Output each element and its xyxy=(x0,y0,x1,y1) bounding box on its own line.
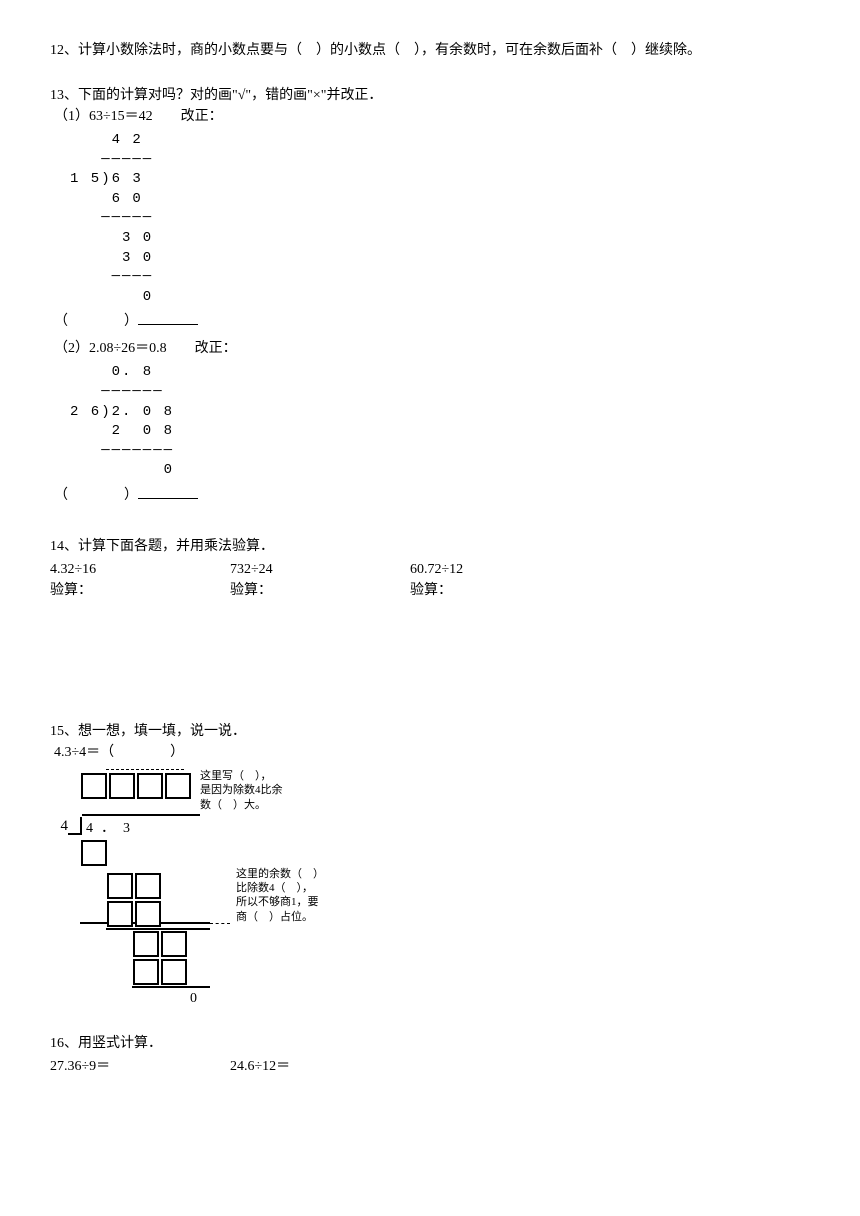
q12-num: 12、 xyxy=(50,43,78,58)
q15-expr: 4.3÷4＝（ ） xyxy=(54,742,810,763)
q14-intro: 计算下面各题，并用乘法验算． xyxy=(78,539,274,554)
q15-anno2: 这里的余数（ ） 比除数4（ ）， 所以不够商1，要 商（ ）占位。 xyxy=(236,867,324,924)
q15-d1: 4 xyxy=(86,818,93,839)
question-14: 14、计算下面各题，并用乘法验算． 4.32÷16 732÷24 60.72÷1… xyxy=(50,536,810,601)
q13-p2-blank[interactable] xyxy=(138,498,198,499)
question-15: 15、想一想，填一填，说一说． 4.3÷4＝（ ） 这里写（ ）， 是因为除数4… xyxy=(50,721,810,1009)
q14-num: 14、 xyxy=(50,539,78,554)
q13-p2-label: （2）2.08÷26＝0.8 改正： xyxy=(54,338,810,359)
q15-num: 15、 xyxy=(50,724,78,739)
q13-p2-division: 0. 8 ────── 2 6)2. 0 8 2 0 8 ─────── 0 xyxy=(70,363,810,481)
q15-dot: ． xyxy=(101,818,115,839)
q14-col3: 60.72÷12 xyxy=(410,559,530,580)
q15-d2: 3 xyxy=(123,818,130,839)
q14-v3: 验算： xyxy=(410,580,530,601)
q14-col1: 4.32÷16 xyxy=(50,559,170,580)
q14-v1: 验算： xyxy=(50,580,170,601)
q14-v2: 验算： xyxy=(230,580,350,601)
q13-num: 13、 xyxy=(50,88,78,103)
q15-zero: 0 xyxy=(190,988,197,1009)
q16-col2: 24.6÷12＝ xyxy=(230,1056,350,1077)
q15-divisor: 4 xyxy=(50,815,68,838)
q13-p2-paren: （ ） xyxy=(54,488,138,503)
question-12: 12、计算小数除法时，商的小数点要与（ ）的小数点（ ），有余数时，可在余数后面… xyxy=(50,40,810,61)
q15-diagram: 这里写（ ）， 是因为除数4比余 数（ ）大。 4 4 ． 3 xyxy=(50,769,390,1009)
q16-intro: 用竖式计算． xyxy=(78,1036,162,1051)
q16-num: 16、 xyxy=(50,1036,78,1051)
q13-p1-paren: （ ） xyxy=(54,314,138,329)
q12-text: 计算小数除法时，商的小数点要与（ ）的小数点（ ），有余数时，可在余数后面补（ … xyxy=(78,43,701,58)
q13-p1-blank[interactable] xyxy=(138,324,198,325)
quotient-boxes xyxy=(80,772,192,800)
q15-intro: 想一想，填一填，说一说． xyxy=(78,724,246,739)
question-16: 16、用竖式计算． 27.36÷9＝ 24.6÷12＝ xyxy=(50,1033,810,1077)
q13-intro: 下面的计算对吗？对的画"√"，错的画"×"并改正． xyxy=(78,88,382,103)
q13-p1-division: 4 2 ───── 1 5)6 3 6 0 ───── 3 0 3 0 ────… xyxy=(70,131,810,307)
q14-col2: 732÷24 xyxy=(230,559,350,580)
question-13: 13、下面的计算对吗？对的画"√"，错的画"×"并改正． （1）63÷15＝42… xyxy=(50,85,810,506)
q16-col1: 27.36÷9＝ xyxy=(50,1056,170,1077)
q13-p1-label: （1）63÷15＝42 改正： xyxy=(54,106,810,127)
q15-anno1: 这里写（ ）， 是因为除数4比余 数（ ）大。 xyxy=(200,769,283,812)
